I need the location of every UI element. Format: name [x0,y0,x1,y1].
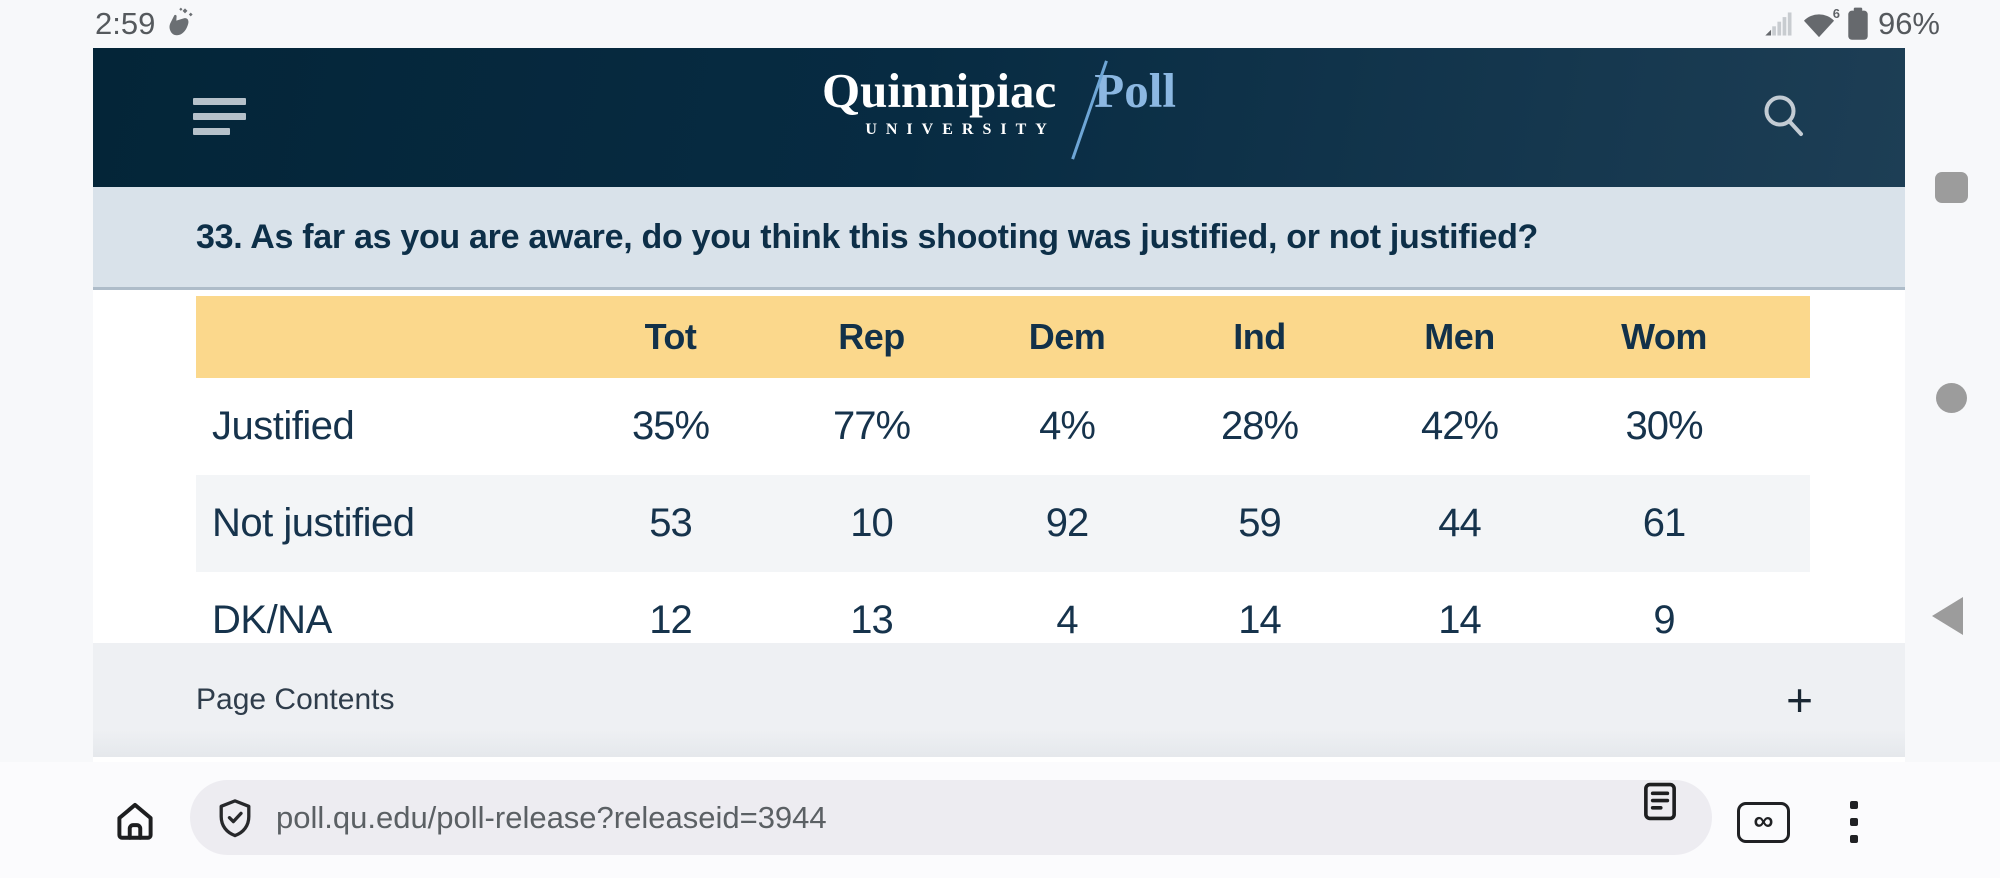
column-header: Tot [570,296,771,378]
cell: 61 [1642,501,1687,545]
table-row: Justified 35% 77% 4% 28% 42% 30% [196,378,1810,475]
header-spacer-cell [1766,296,1810,378]
cell: 14 [1238,598,1282,642]
browser-home-icon[interactable] [112,798,158,844]
android-home-button[interactable] [1936,383,1967,413]
reader-mode-icon[interactable] [1638,778,1682,825]
cell: 4% [1039,404,1096,448]
header-empty-cell [196,296,570,378]
status-indicators: 6 96% [1763,0,1940,48]
poll-question-text: 33. As far as you are aware, do you thin… [196,217,1539,256]
battery-icon [1848,7,1868,40]
signal-icon [1765,12,1792,36]
cell: 59 [1238,501,1282,545]
site-security-shield-icon[interactable] [214,796,256,840]
poll-results-table: Tot Rep Dem Ind Men Wom Justified 35% 77… [196,296,1810,643]
site-header: Quinnipiac Poll UNIVERSITY [93,48,1905,187]
battery-percent: 96% [1877,6,1940,41]
cell: 13 [850,598,894,642]
page-contents-accordion[interactable]: Page Contents + [93,643,1905,757]
cell: 92 [1045,501,1090,545]
hamburger-menu-icon[interactable] [193,98,249,138]
url-bar[interactable]: poll.qu.edu/poll-release?releaseid=3944 [190,780,1712,855]
row-label: Not justified [212,501,415,545]
column-header: Wom [1562,296,1766,378]
expand-plus-icon[interactable]: + [1786,674,1813,726]
cell: 44 [1438,501,1482,545]
cell: 53 [649,501,693,545]
back-button[interactable] [1932,597,1963,635]
table-row: DK/NA 12 13 4 14 14 9 [196,572,1810,643]
recents-button[interactable] [1935,172,1968,203]
cell: 77% [832,404,911,448]
column-header: Men [1357,296,1562,378]
logo-subtitle-text: UNIVERSITY [865,121,1056,138]
notification-hand-icon [169,7,193,36]
cell: 42% [1420,404,1499,448]
cell: 12 [649,598,693,642]
site-logo[interactable]: Quinnipiac Poll UNIVERSITY [822,60,1176,160]
row-label: DK/NA [212,598,332,642]
url-text: poll.qu.edu/poll-release?releaseid=3944 [276,799,827,835]
overflow-menu-icon[interactable] [1850,801,1858,852]
cell: 4 [1056,598,1078,642]
logo-secondary-text: Poll [1094,63,1176,118]
cell: 28% [1220,404,1299,448]
cell: 9 [1653,598,1675,642]
tab-switcher-icon[interactable]: ∞ [1737,802,1790,843]
wifi-icon: 6 [1802,6,1840,40]
status-bar: 2:59 6 [0,0,2000,48]
tab-count: ∞ [1753,805,1774,836]
column-header: Dem [972,296,1162,378]
webpage-viewport: Quinnipiac Poll UNIVERSITY 33. As far as… [93,48,1905,762]
cell: 35% [631,404,710,448]
table-row: Not justified 53 10 92 59 44 61 [196,475,1810,572]
cell: 10 [850,501,894,545]
table-header-row: Tot Rep Dem Ind Men Wom [196,296,1810,378]
wifi-standard-badge: 6 [1832,6,1840,21]
cell: 14 [1438,598,1482,642]
poll-question-banner: 33. As far as you are aware, do you thin… [93,187,1905,290]
search-icon[interactable] [1761,92,1807,140]
browser-toolbar: poll.qu.edu/poll-release?releaseid=3944 … [0,762,2000,878]
clock: 2:59 [95,6,156,41]
column-header: Ind [1162,296,1357,378]
cell: 30% [1625,404,1703,448]
column-header: Rep [771,296,972,378]
page-contents-label: Page Contents [196,683,395,716]
logo-primary-text: Quinnipiac [822,63,1057,118]
row-label: Justified [212,404,355,448]
